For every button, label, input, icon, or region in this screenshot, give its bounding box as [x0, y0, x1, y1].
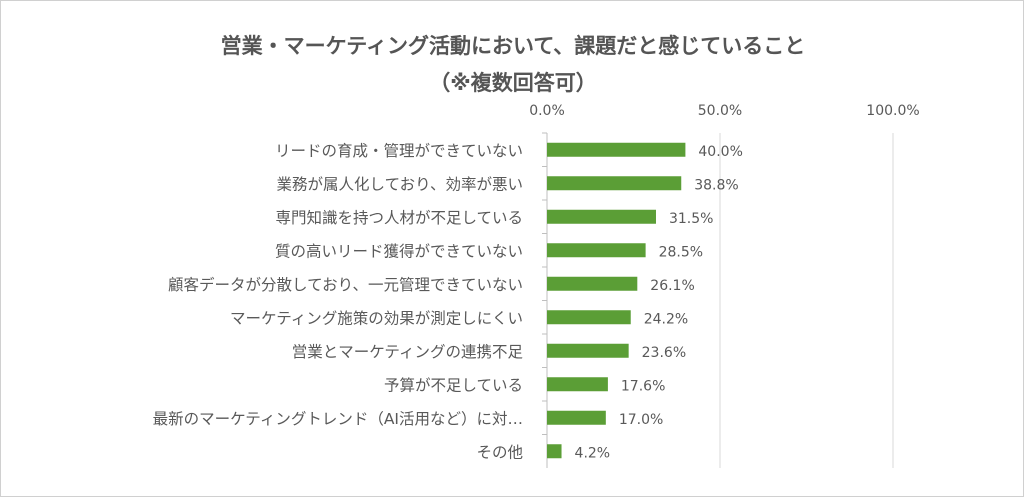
bar	[547, 142, 686, 157]
data-label: 26.1%	[650, 278, 694, 294]
category-label: 営業とマーケティングの連携不足	[292, 343, 523, 361]
data-label: 40.0%	[698, 144, 742, 160]
category-label: 予算が不足している	[384, 375, 523, 394]
category-label: 業務が属人化しており、効率が悪い	[277, 175, 523, 193]
category-label: その他	[476, 443, 523, 461]
bar	[547, 176, 682, 191]
bar	[547, 243, 646, 258]
bar	[547, 310, 631, 325]
data-label: 24.2%	[644, 311, 688, 327]
data-label: 31.5%	[669, 211, 713, 227]
category-label: マーケティング施策の効果が測定しにくい	[230, 309, 523, 327]
bar	[547, 343, 629, 358]
chart-title: 営業・マーケティング活動において、課題だと感じていること	[220, 34, 806, 58]
bar	[547, 444, 562, 459]
bar	[547, 276, 638, 291]
x-tick-label: 0.0%	[529, 103, 565, 119]
category-label: 最新のマーケティングトレンド（AI活用など）に対…	[153, 410, 523, 428]
bar	[547, 410, 606, 425]
data-label: 28.5%	[659, 244, 703, 260]
x-tick-label: 100.0%	[866, 103, 919, 119]
data-label: 17.6%	[621, 378, 665, 394]
data-label: 4.2%	[575, 445, 611, 461]
category-label: 顧客データが分散しており、一元管理できていない	[168, 275, 523, 294]
bar	[547, 377, 608, 392]
category-label: 専門知識を持つ人材が不足している	[275, 209, 523, 227]
category-label: リードの育成・管理ができていない	[275, 142, 523, 160]
data-label: 38.8%	[694, 177, 738, 193]
chart-subtitle: （※複数回答可）	[429, 71, 597, 95]
data-label: 23.6%	[642, 345, 686, 361]
bar	[547, 209, 656, 224]
data-label: 17.0%	[619, 412, 663, 428]
x-tick-label: 50.0%	[698, 103, 742, 119]
category-label: 質の高いリード獲得ができていない	[275, 242, 523, 260]
